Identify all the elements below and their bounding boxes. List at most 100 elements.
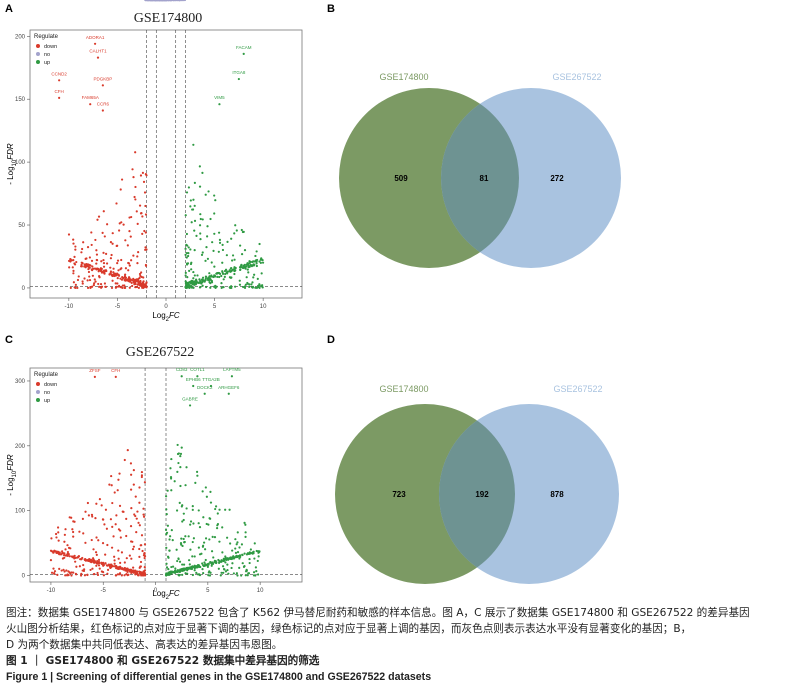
point-up	[210, 281, 214, 284]
point-down	[120, 551, 124, 554]
point-up	[185, 232, 188, 236]
point-up	[192, 522, 195, 525]
point-down	[118, 572, 122, 575]
point-up	[180, 568, 183, 571]
gene-label: DOCK2	[197, 385, 213, 390]
point-up	[252, 264, 255, 267]
point-down	[113, 555, 116, 558]
point-up	[192, 198, 195, 201]
point-down	[68, 555, 71, 558]
point-down	[91, 567, 94, 570]
point-down	[97, 539, 100, 542]
point-down	[93, 572, 96, 576]
point-down	[89, 568, 92, 572]
point-up	[240, 228, 243, 232]
point-down	[84, 264, 88, 267]
point-up	[234, 538, 237, 541]
legend-label-up: up	[44, 398, 50, 404]
point-down	[123, 574, 126, 577]
point-down	[81, 517, 84, 521]
point-up	[248, 552, 251, 555]
point-down	[133, 195, 136, 199]
y-tick-label: 200	[15, 444, 26, 450]
point-down	[135, 210, 138, 213]
point-down	[89, 285, 92, 289]
point-up	[213, 194, 216, 197]
point-up	[248, 260, 251, 263]
point-down	[88, 278, 92, 282]
legend-title: Regulate	[34, 372, 59, 378]
point-down	[130, 215, 133, 219]
point-down	[139, 560, 143, 564]
point-down	[115, 514, 118, 517]
point-up	[202, 279, 205, 282]
point-down	[123, 284, 126, 287]
point-up	[208, 538, 211, 541]
point-up	[236, 551, 240, 554]
point-down	[138, 204, 142, 207]
point-up	[182, 518, 185, 522]
point-down	[94, 551, 98, 554]
point-down	[80, 251, 83, 254]
point-down	[141, 285, 144, 288]
point-up	[218, 272, 222, 275]
point-down	[126, 244, 129, 247]
point-down	[88, 275, 91, 278]
point-down	[64, 554, 68, 557]
point-up	[217, 250, 220, 253]
point-up	[177, 557, 180, 561]
point-down	[101, 231, 104, 234]
point-up	[180, 446, 183, 449]
point-up	[166, 524, 169, 527]
point-up	[230, 285, 233, 288]
point-down	[111, 565, 114, 568]
point-down	[67, 259, 71, 263]
point-up	[254, 566, 257, 569]
venn-d-left-count: 723	[392, 490, 406, 499]
point-down	[55, 536, 58, 539]
venn-d-left-set-label: GSE174800	[379, 384, 428, 394]
point-up	[206, 257, 209, 260]
point-down	[119, 286, 122, 289]
point-up	[228, 270, 231, 273]
point-up	[169, 535, 172, 538]
point-down	[90, 259, 94, 262]
point-down	[138, 566, 141, 569]
point-up	[248, 561, 251, 565]
point-up	[201, 251, 204, 254]
point-up	[239, 268, 242, 272]
point-down	[142, 515, 146, 518]
point-up	[202, 544, 205, 547]
point-up	[238, 283, 242, 286]
point-down	[141, 574, 144, 577]
point-down	[129, 462, 133, 465]
point-down	[72, 269, 75, 273]
point-down	[70, 574, 73, 577]
point-up	[176, 443, 179, 447]
point-up	[191, 573, 194, 577]
point-up	[255, 569, 258, 573]
gene-point-down	[96, 56, 100, 59]
point-up	[194, 283, 198, 286]
point-down	[140, 544, 143, 547]
point-down	[129, 525, 133, 528]
point-down	[127, 573, 130, 576]
point-up	[175, 509, 179, 512]
point-up	[176, 452, 180, 456]
point-down	[102, 261, 106, 265]
legend-swatch-down	[36, 382, 40, 386]
gene-label: ITGA8	[232, 70, 246, 75]
point-down	[102, 265, 106, 268]
point-up	[236, 531, 239, 534]
point-up	[197, 522, 200, 525]
point-down	[86, 573, 89, 577]
point-down	[144, 248, 147, 251]
point-up	[238, 554, 242, 557]
point-down	[69, 286, 72, 290]
point-down	[96, 562, 99, 565]
point-down	[83, 574, 87, 577]
point-up	[238, 279, 241, 282]
point-up	[189, 205, 192, 208]
point-up	[207, 523, 210, 526]
